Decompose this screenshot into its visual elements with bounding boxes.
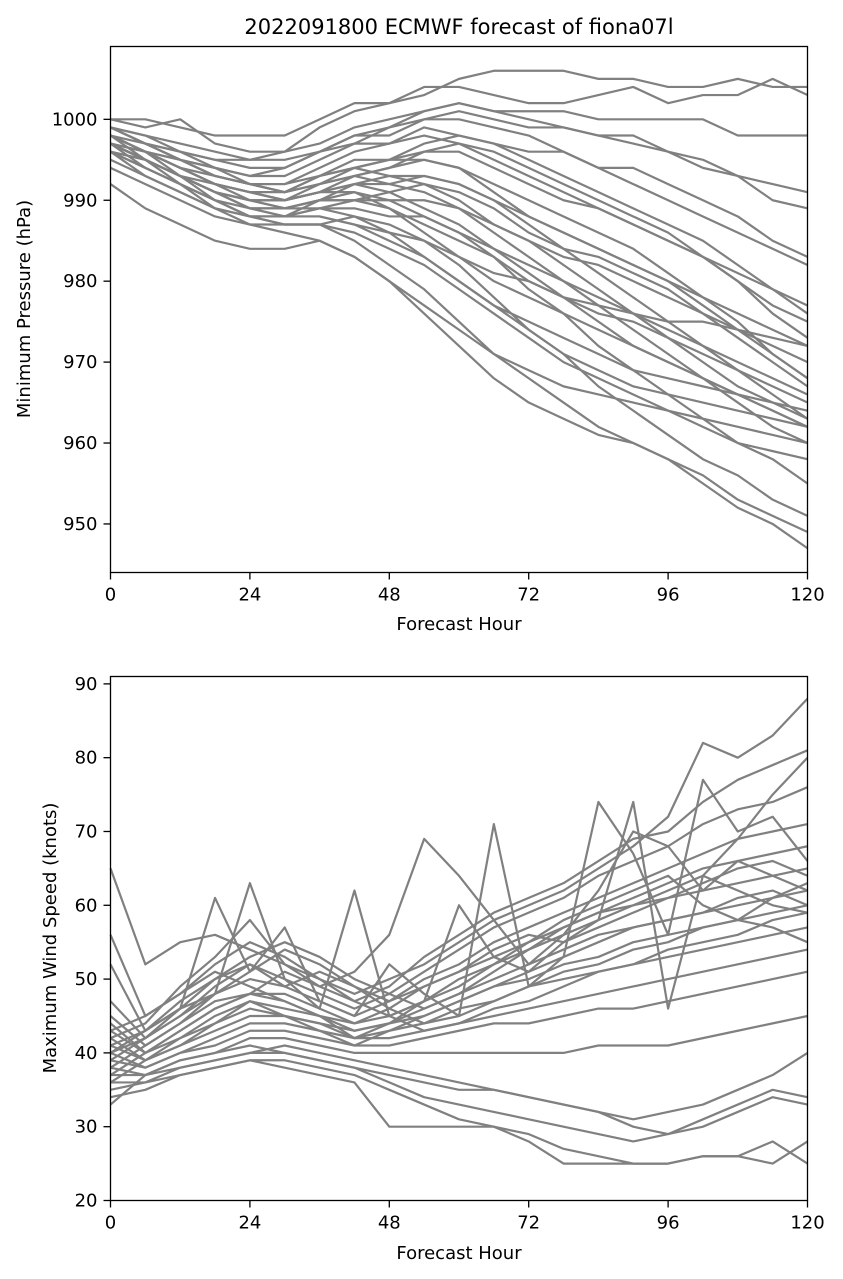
pressure-member-line-21 [110, 134, 808, 396]
wind-y-tick-label: 20 [75, 1191, 98, 1212]
pressure-member-line-26 [110, 134, 808, 420]
wind-y-tick-label: 40 [75, 1043, 98, 1064]
wind-y-tick-label: 30 [75, 1117, 98, 1138]
pressure-member-line-31 [109, 134, 808, 412]
wind-y-tick-label: 50 [75, 969, 98, 990]
wind-member-line-18 [110, 830, 808, 1040]
pressure-member-line-1 [110, 69, 808, 137]
pressure-plot-frame [109, 45, 809, 574]
wind-x-tick-label: 24 [238, 1213, 261, 1234]
wind-member-line-21 [110, 874, 808, 1047]
pressure-x-tick-label: 0 [105, 585, 116, 606]
wind-y-tick-label: 90 [75, 674, 98, 695]
pressure-x-tick-label: 24 [238, 585, 261, 606]
pressure-y-tick-label: 1000 [52, 109, 98, 130]
pressure-member-line-30 [110, 118, 808, 266]
wind-x-tick-label: 120 [790, 1213, 824, 1234]
wind-x-axis-label: Forecast Hour [396, 1243, 522, 1264]
pressure-member-line-25 [109, 150, 808, 445]
wind-member-line-12 [110, 1014, 808, 1077]
pressure-y-tick-label: 980 [63, 271, 97, 292]
pressure-y-tick-label: 960 [63, 433, 97, 454]
wind-member-line-14 [110, 1051, 808, 1143]
pressure-x-tick-label: 72 [517, 585, 540, 606]
pressure-y-tick-label: 990 [63, 190, 97, 211]
wind-panel: 0 24 48 72 96 120 20 30 40 50 60 70 80 90 Forecast Ho… [40, 674, 825, 1264]
pressure-x-tick-label: 48 [378, 585, 401, 606]
wind-member-line-1 [109, 697, 809, 995]
pressure-member-line-13 [109, 183, 808, 534]
wind-ensemble-lines [109, 697, 809, 1165]
pressure-x-tick-label: 96 [657, 585, 680, 606]
pressure-member-line-2 [110, 77, 808, 153]
wind-member-line-22 [109, 859, 808, 1062]
pressure-member-line-12 [110, 166, 809, 550]
wind-x-tick-label: 72 [517, 1213, 540, 1234]
wind-plot-frame [109, 675, 809, 1202]
wind-y-tick-label: 70 [75, 821, 98, 842]
wind-y-tick-label: 60 [75, 895, 98, 916]
chart-title: 2022091800 ECMWF forecast of fiona07l [244, 15, 673, 39]
wind-member-line-24 [109, 889, 808, 1084]
wind-axis-ticks: 0 24 48 72 96 120 20 30 40 50 60 70 80 90 [75, 674, 825, 1234]
wind-x-tick-label: 96 [657, 1213, 680, 1234]
wind-y-tick-label: 80 [75, 748, 98, 769]
wind-member-line-4 [109, 823, 808, 1040]
pressure-member-line-23 [110, 126, 808, 307]
pressure-member-line-20 [110, 102, 808, 194]
pressure-y-tick-label: 950 [63, 514, 97, 535]
pressure-y-axis-label: Minimum Pressure (hPa) [14, 200, 35, 418]
pressure-axis-ticks: 0 24 48 72 96 120 950 960 970 980 990 1000 [52, 109, 825, 605]
wind-member-line-9 [110, 926, 808, 1062]
wind-y-axis-label: Maximum Wind Speed (knots) [40, 803, 61, 1074]
wind-member-line-20 [109, 756, 809, 1069]
pressure-y-tick-label: 970 [63, 352, 97, 373]
wind-member-line-17 [109, 1044, 808, 1136]
wind-member-line-25 [109, 918, 808, 1054]
wind-member-line-16 [110, 1059, 809, 1165]
wind-x-tick-label: 0 [105, 1213, 116, 1234]
pressure-member-line-29 [109, 142, 808, 347]
pressure-member-line-22 [110, 142, 808, 461]
pressure-member-line-28 [110, 150, 808, 404]
wind-member-line-23 [110, 874, 808, 1040]
pressure-x-axis-label: Forecast Hour [396, 614, 522, 635]
pressure-ensemble-lines [109, 69, 809, 550]
pressure-x-tick-label: 120 [790, 585, 824, 606]
pressure-panel: 2022091800 ECMWF forecast of fiona07l 0 2… [14, 15, 825, 635]
wind-x-tick-label: 48 [378, 1213, 401, 1234]
wind-member-line-26 [109, 911, 808, 1076]
pressure-member-line-32 [110, 142, 808, 428]
wind-member-line-11 [110, 970, 808, 1069]
